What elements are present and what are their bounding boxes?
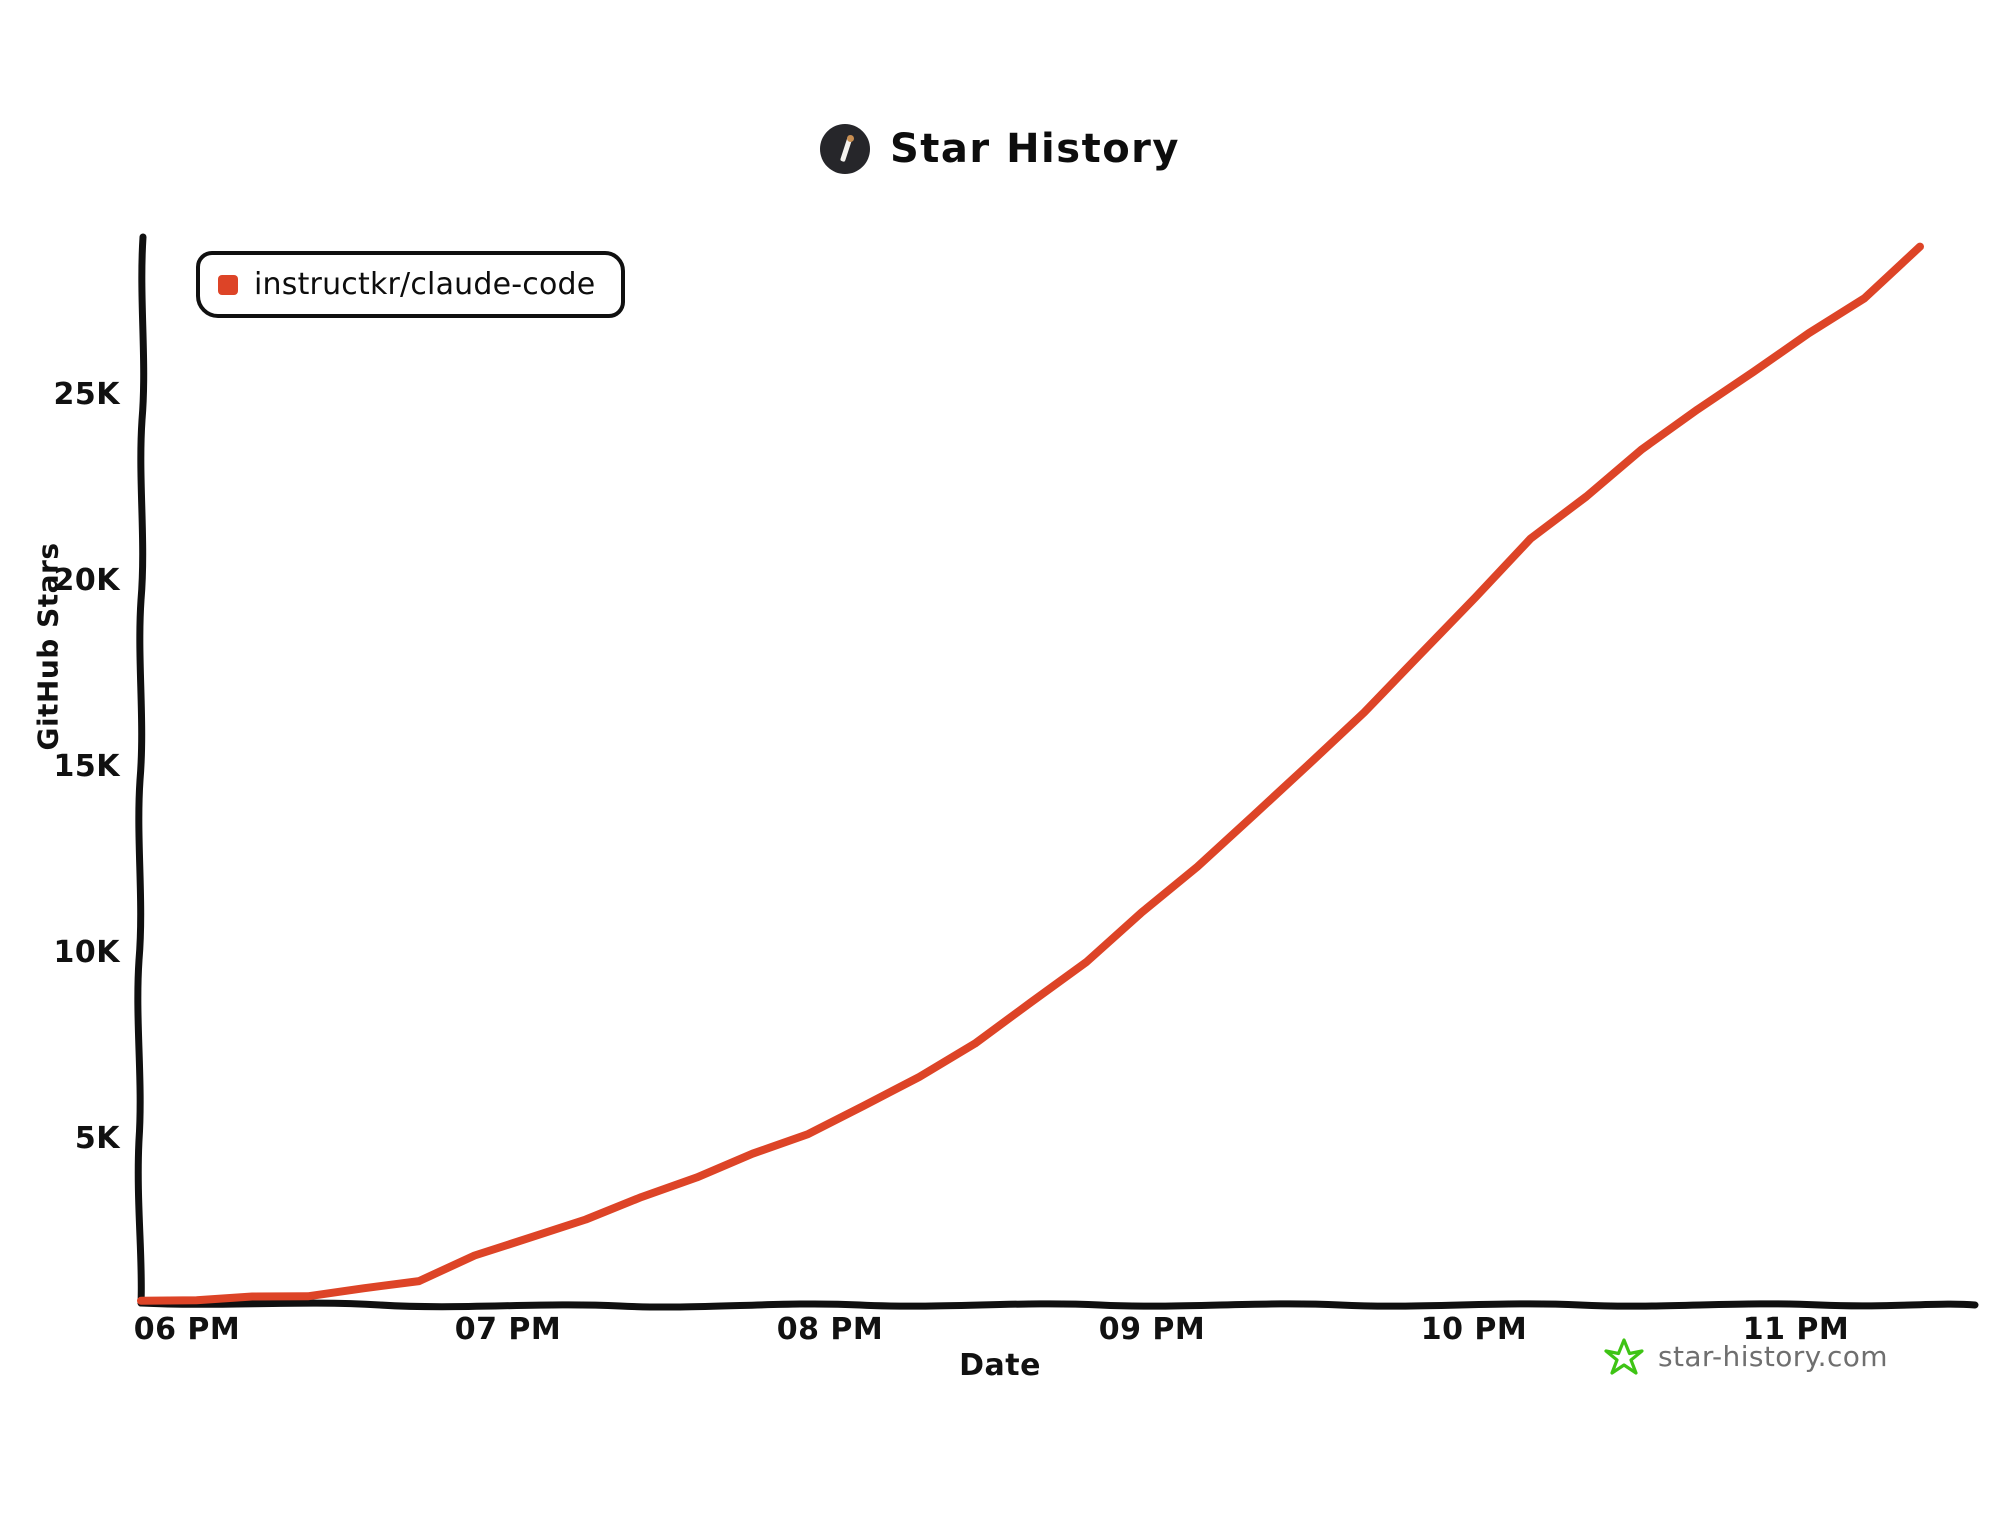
- legend-swatch-icon: [218, 274, 238, 295]
- y-tick-label-10k: 10K: [53, 935, 120, 970]
- green-star-icon: [1604, 1338, 1644, 1375]
- y-tick-label-25k: 25K: [53, 377, 120, 412]
- series-line-instructkr-claude-code: [137, 242, 1924, 1305]
- pen-tip-shape: [847, 135, 854, 142]
- x-tick-label-09pm: 09 PM: [1098, 1312, 1206, 1347]
- x-axis-line: [137, 1299, 1979, 1311]
- x-tick-label-10pm: 10 PM: [1420, 1312, 1528, 1347]
- pen-circle-icon: [820, 124, 870, 174]
- legend-label-0: instructkr/claude-code: [254, 267, 596, 302]
- x-tick-label-08pm: 08 PM: [776, 1312, 884, 1347]
- chart-title: Star History: [890, 126, 1180, 172]
- x-tick-label-11pm: 11 PM: [1742, 1312, 1850, 1347]
- watermark-text: star-history.com: [1658, 1339, 1888, 1373]
- y-tick-label-5k: 5K: [74, 1121, 120, 1156]
- y-tick-label-15k: 15K: [53, 749, 120, 784]
- legend[interactable]: instructkr/claude-code: [196, 251, 626, 318]
- x-tick-label-07pm: 07 PM: [454, 1312, 562, 1347]
- x-axis-title: Date: [959, 1348, 1041, 1383]
- y-tick-label-20k: 20K: [53, 563, 120, 598]
- watermark[interactable]: star-history.com: [1604, 1336, 1888, 1376]
- chart-title-block: Star History: [0, 124, 2000, 174]
- y-axis-line: [134, 233, 148, 1307]
- x-tick-label-06pm: 06 PM: [133, 1312, 241, 1347]
